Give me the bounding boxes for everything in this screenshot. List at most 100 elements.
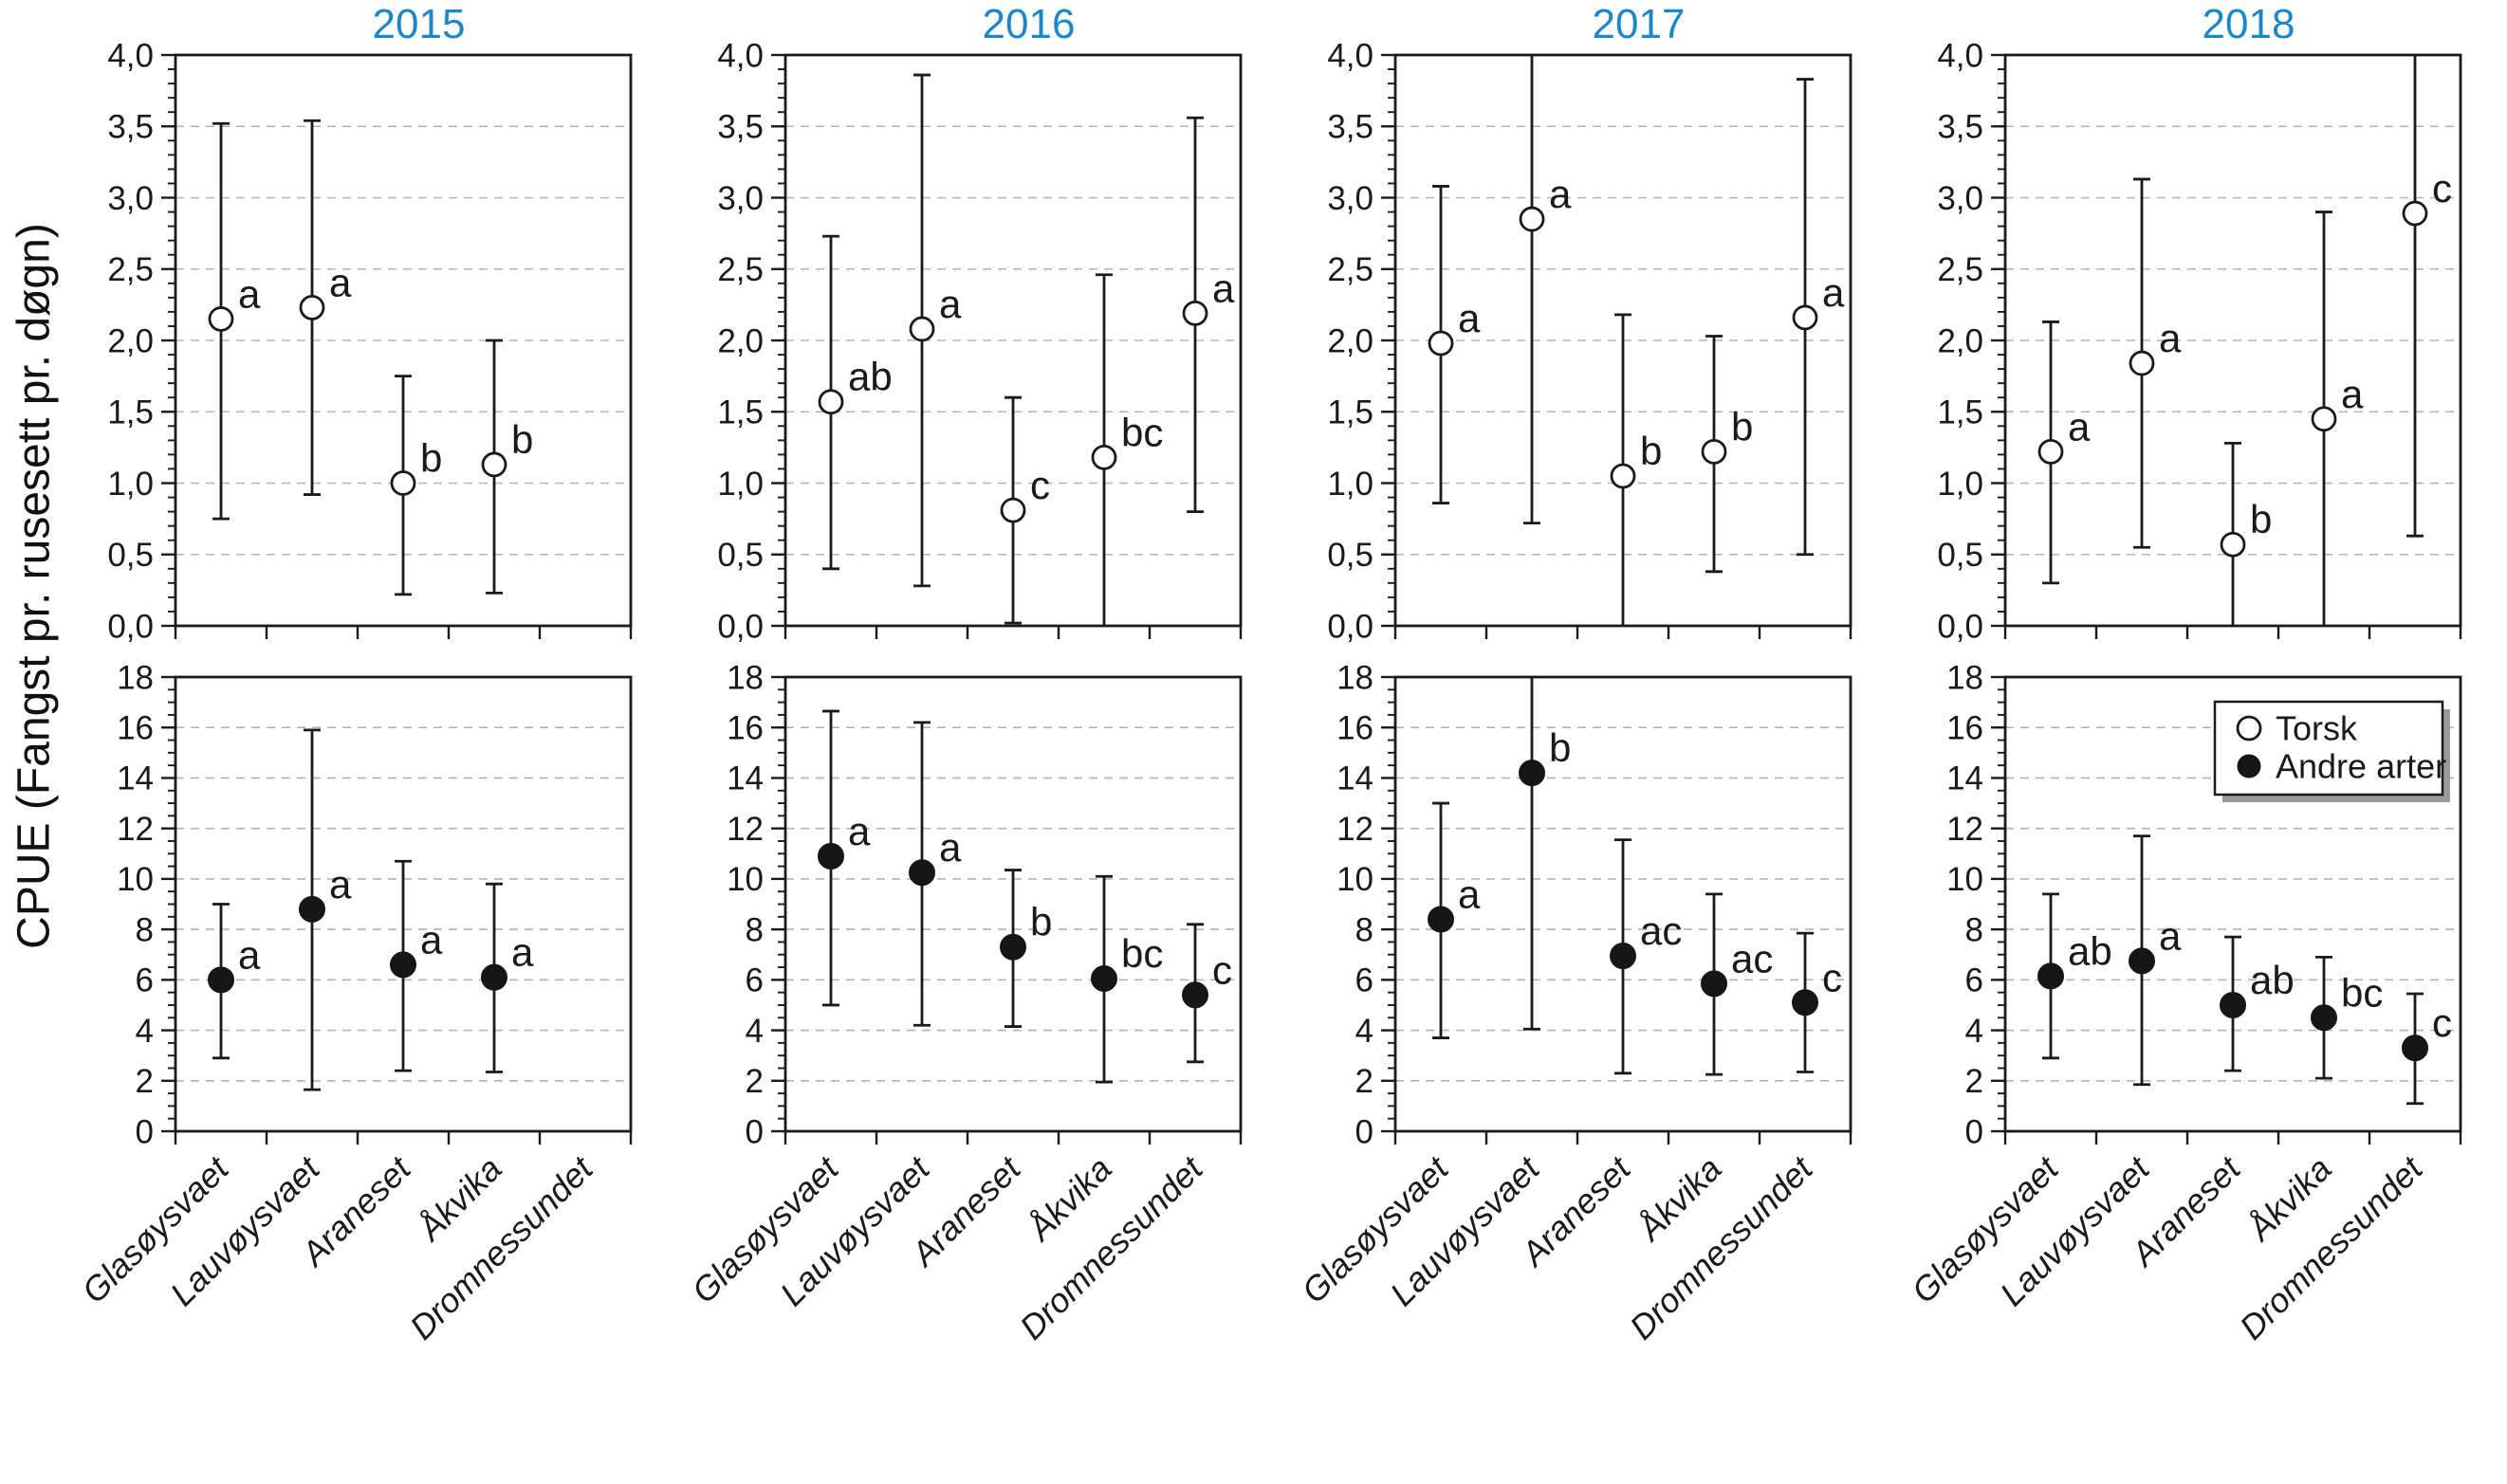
y-tick-label: 2,5 xyxy=(717,251,764,288)
legend-filled-circle-icon xyxy=(2237,754,2261,779)
y-tick-label: 18 xyxy=(1946,659,1983,696)
data-point xyxy=(1610,943,1636,970)
data-point xyxy=(1701,970,1727,998)
significance-letter: b xyxy=(1030,900,1052,944)
y-tick-label: 1,0 xyxy=(107,466,154,503)
significance-letter: a xyxy=(511,930,534,975)
y-tick-label: 8 xyxy=(136,911,154,948)
data-point xyxy=(2311,406,2337,432)
significance-letter: b xyxy=(2250,497,2272,541)
data-point xyxy=(818,842,844,870)
y-tick-label: 10 xyxy=(117,861,154,898)
significance-letter: ac xyxy=(1640,908,1682,953)
data-point xyxy=(1519,760,1545,787)
y-tick-label: 18 xyxy=(727,659,764,696)
y-tick-label: 0 xyxy=(1965,1113,1983,1150)
panel-title-2015: 2015 xyxy=(372,1,466,47)
significance-letter: ab xyxy=(848,355,893,399)
significance-letter: c xyxy=(1212,947,1232,992)
significance-letter: b xyxy=(420,436,442,481)
y-tick-label: 18 xyxy=(1336,659,1373,696)
y-tick-label: 1,5 xyxy=(1937,394,1983,431)
data-point xyxy=(2037,438,2064,465)
significance-letter: c xyxy=(1822,955,1842,999)
data-point xyxy=(2402,200,2428,227)
y-tick-label: 12 xyxy=(117,811,154,848)
data-point xyxy=(1701,438,1727,465)
y-tick-label: 4,0 xyxy=(717,37,764,74)
data-point xyxy=(2311,1004,2337,1032)
y-tick-label: 4 xyxy=(1965,1013,1983,1050)
significance-letter: a xyxy=(848,809,871,853)
data-point xyxy=(390,470,416,496)
significance-letter: b xyxy=(1640,429,1662,473)
y-tick-label: 1,5 xyxy=(717,394,764,431)
significance-letter: a xyxy=(1822,270,1845,315)
data-point xyxy=(1792,304,1818,331)
data-point xyxy=(2402,1035,2428,1062)
y-tick-label: 4,0 xyxy=(1327,37,1373,74)
y-tick-label: 16 xyxy=(117,709,154,746)
y-tick-label: 4 xyxy=(746,1013,764,1050)
significance-letter: a xyxy=(2159,316,2182,360)
data-point xyxy=(299,294,325,321)
y-tick-label: 0,0 xyxy=(107,608,154,645)
significance-letter: ab xyxy=(2068,928,2112,973)
chart-andre-2015: 024681012141618GlasøysvaetLauvøysvaetAra… xyxy=(74,659,633,1347)
panel-title-2018: 2018 xyxy=(2202,1,2295,47)
significance-letter: b xyxy=(1549,725,1571,770)
legend-label: Torsk xyxy=(2276,709,2358,748)
chart-torsk-2016: 0,0 0,5 1,0 1,5 2,0 2,5 3,0 3,5 4,0 ab a c bc a xyxy=(717,37,1243,645)
data-point xyxy=(208,306,234,332)
panel-title-2017: 2017 xyxy=(1592,1,1686,47)
y-tick-label: 3,5 xyxy=(107,109,154,146)
significance-letter: ab xyxy=(2250,958,2295,1002)
significance-letter: c xyxy=(1030,463,1050,507)
panel-title-2016: 2016 xyxy=(982,1,1076,47)
y-tick-label: 2 xyxy=(746,1063,764,1100)
y-tick-label: 14 xyxy=(727,760,764,797)
chart-torsk-2015: 0,0 0,5 1,0 1,5 2,0 2,5 3,0 3,5 4,0 a a b b xyxy=(107,37,633,645)
data-point xyxy=(299,895,325,923)
y-tick-label: 4 xyxy=(136,1013,154,1050)
data-point xyxy=(2129,947,2155,975)
data-point xyxy=(1000,497,1026,523)
y-tick-label: 3,5 xyxy=(1327,109,1373,146)
chart-torsk-2018: 0,0 0,5 1,0 1,5 2,0 2,5 3,0 3,5 4,0 a a b a c xyxy=(1937,37,2462,645)
y-tick-label: 16 xyxy=(1946,709,1983,746)
y-tick-label: 8 xyxy=(1355,911,1373,948)
y-tick-label: 0,5 xyxy=(717,537,764,574)
panels-grid: 2015 2016 2017 2018 0,0 0,5 1,0 1,5 2,0 2,5 3,… xyxy=(66,0,2506,1484)
data-point xyxy=(1519,206,1545,232)
y-tick-label: 0,0 xyxy=(717,608,764,645)
y-tick-label: 0,0 xyxy=(1937,608,1983,645)
data-point xyxy=(1428,330,1454,357)
y-tick-label: 8 xyxy=(746,911,764,948)
y-tick-label: 4,0 xyxy=(107,37,154,74)
y-tick-label: 6 xyxy=(1965,962,1983,999)
y-tick-label: 2,0 xyxy=(1937,322,1983,359)
data-point xyxy=(481,451,507,478)
significance-letter: a xyxy=(329,260,352,304)
y-tick-label: 6 xyxy=(1355,962,1373,999)
y-tick-label: 1,0 xyxy=(717,466,764,503)
y-tick-label: 2 xyxy=(1355,1063,1373,1100)
significance-letter: c xyxy=(2432,166,2452,211)
y-tick-label: 14 xyxy=(1946,760,1983,797)
significance-letter: a xyxy=(238,271,261,316)
y-tick-label: 14 xyxy=(117,760,154,797)
y-tick-label: 12 xyxy=(727,811,764,848)
legend-open-circle-icon xyxy=(2236,715,2262,742)
y-tick-label: 0,5 xyxy=(1937,537,1983,574)
y-tick-label: 2,5 xyxy=(1327,251,1373,288)
significance-letter: a xyxy=(1458,296,1481,340)
y-tick-label: 14 xyxy=(1336,760,1373,797)
y-tick-label: 8 xyxy=(1965,911,1983,948)
y-tick-label: 4,0 xyxy=(1937,37,1983,74)
y-tick-label: 12 xyxy=(1946,811,1983,848)
y-tick-label: 0,5 xyxy=(107,537,154,574)
data-point xyxy=(2220,531,2246,558)
y-tick-label: 0,5 xyxy=(1327,537,1373,574)
data-point xyxy=(481,963,507,991)
y-tick-label: 3,5 xyxy=(1937,109,1983,146)
